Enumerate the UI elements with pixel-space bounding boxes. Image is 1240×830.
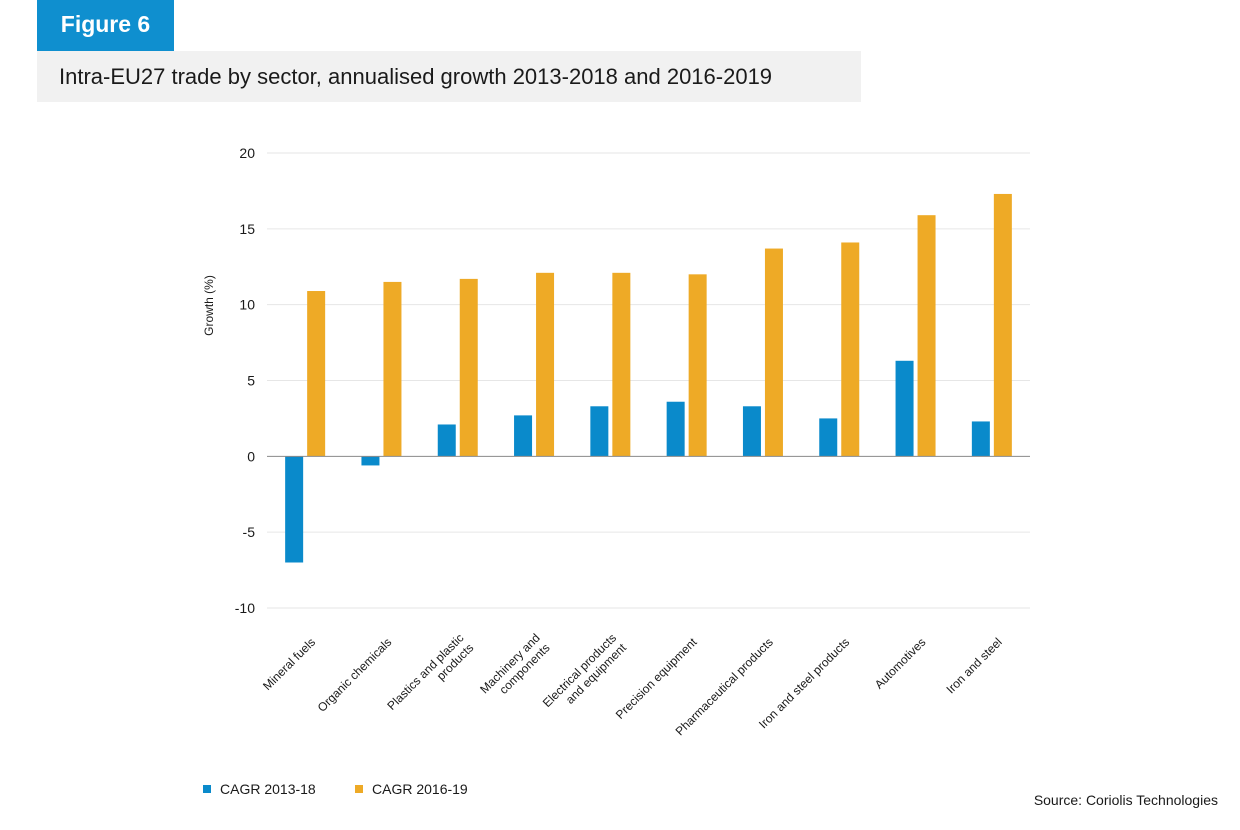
bar-series-2-9: [993, 193, 1012, 457]
chart-title: Intra-EU27 trade by sector, annualised g…: [37, 51, 861, 102]
y-tick-label: 5: [247, 373, 255, 389]
legend-item-series-2: CAGR 2016-19: [355, 781, 468, 797]
x-tick-label: Machinery andcomponents: [477, 631, 552, 706]
bar-series-2-4: [612, 272, 631, 457]
bar-series-1-8: [895, 360, 914, 457]
y-tick-label: -5: [243, 524, 256, 540]
x-tick-label: Plastics and plasticproducts: [384, 631, 476, 723]
x-tick-label: Organic chemicals: [315, 635, 395, 715]
legend-swatch-series-1: [203, 785, 211, 793]
source-note: Source: Coriolis Technologies: [1033, 792, 1218, 808]
y-axis-label: Growth (%): [202, 275, 216, 336]
legend-item-series-1: CAGR 2013-18: [203, 781, 316, 797]
bar-series-2-6: [764, 248, 783, 457]
bar-series-1-0: [285, 456, 304, 563]
bar-series-1-3: [514, 415, 533, 457]
bar-series-1-1: [361, 456, 380, 466]
legend-swatch-series-2: [355, 785, 363, 793]
bar-series-2-5: [688, 274, 707, 457]
bar-series-2-0: [307, 291, 326, 457]
x-tick-label: Electrical productsand equipment: [540, 630, 630, 720]
legend-label-series-1: CAGR 2013-18: [220, 781, 316, 797]
x-tick-label: Iron and steel: [943, 635, 1004, 696]
legend-label-series-2: CAGR 2016-19: [372, 781, 468, 797]
y-tick-label: 10: [239, 297, 255, 313]
x-tick-label: Automotives: [872, 635, 929, 692]
figure-label: Figure 6: [37, 0, 174, 51]
bar-series-2-2: [459, 278, 478, 457]
bar-series-1-7: [819, 418, 838, 457]
bar-series-1-6: [742, 406, 761, 457]
bar-series-2-7: [841, 242, 860, 457]
y-tick-label: 0: [247, 448, 255, 464]
bar-series-1-2: [437, 424, 456, 457]
y-tick-label: -10: [235, 600, 255, 616]
bar-series-2-3: [536, 272, 555, 457]
bar-series-1-4: [590, 406, 609, 457]
bar-series-2-8: [917, 215, 936, 457]
x-tick-label: Mineral fuels: [260, 635, 318, 693]
y-tick-label: 15: [239, 221, 255, 237]
y-tick-label: 20: [239, 145, 255, 161]
bar-series-2-1: [383, 281, 402, 457]
bar-series-1-9: [971, 421, 990, 457]
bar-series-1-5: [666, 401, 685, 457]
